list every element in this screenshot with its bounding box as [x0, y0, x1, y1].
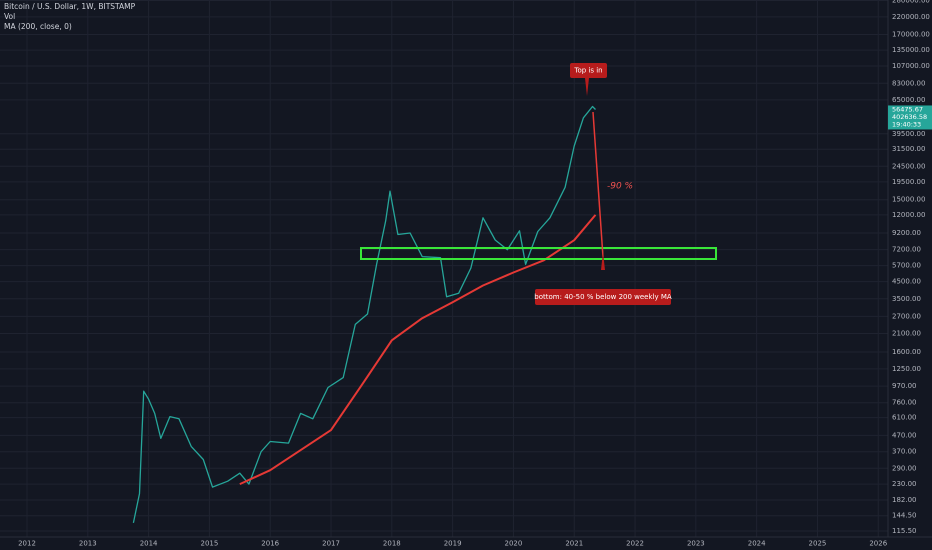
y-tick-label: 5700.00 [892, 262, 921, 270]
y-tick-label: 970.00 [892, 382, 917, 390]
x-tick-label: 2015 [200, 540, 218, 548]
x-tick-label: 2012 [18, 540, 36, 548]
y-tick-label: 1600.00 [892, 348, 921, 356]
annotation: -90 % [607, 182, 633, 192]
y-tick-label: 610.00 [892, 414, 917, 422]
callout-box [570, 63, 607, 78]
price-line [132, 105, 596, 524]
y-tick-label: 65000.00 [892, 96, 925, 104]
y-tick-label: 15000.00 [892, 196, 925, 204]
y-tick-label: 9200.00 [892, 229, 921, 237]
x-tick-label: 2019 [444, 540, 462, 548]
chart-title: Bitcoin / U.S. Dollar, 1W, BITSTAMP [4, 2, 136, 11]
y-tick-label: 31500.00 [892, 145, 925, 153]
y-tick-label: 4500.00 [892, 278, 921, 286]
x-tick-label: 2020 [505, 540, 523, 548]
price-label: 19:40:33 [892, 120, 921, 128]
y-tick-label: 12000.00 [892, 211, 925, 219]
x-tick-label: 2023 [687, 540, 705, 548]
y-tick-label: 19500.00 [892, 178, 925, 186]
annotation: Top is in [573, 67, 602, 75]
y-tick-label: 760.00 [892, 399, 917, 407]
y-tick-label: 135000.00 [892, 46, 930, 54]
y-tick-label: 83000.00 [892, 79, 925, 87]
grid [0, 0, 888, 537]
y-tick-label: 170000.00 [892, 30, 930, 38]
x-tick-label: 2024 [748, 540, 766, 548]
y-tick-label: 2100.00 [892, 330, 921, 338]
callout-box [535, 289, 671, 305]
annotation: bottom: 40-50 % below 200 weekly MA [534, 293, 672, 301]
y-tick-label: 182.00 [892, 496, 917, 504]
y-tick-label: 470.00 [892, 431, 917, 439]
x-tick-label: 2016 [261, 540, 279, 548]
y-tick-label: 280000.00 [892, 0, 930, 4]
y-tick-label: 290.00 [892, 464, 917, 472]
x-tick-label: 2021 [565, 540, 583, 548]
y-tick-label: 3500.00 [892, 295, 921, 303]
y-tick-label: 2700.00 [892, 312, 921, 320]
x-tick-label: 2025 [809, 540, 827, 548]
x-tick-label: 2026 [869, 540, 887, 548]
y-tick-label: 230.00 [892, 480, 917, 488]
price-label: 402636.58 [892, 113, 927, 121]
y-tick-label: 144.50 [892, 512, 917, 520]
y-tick-label: 7200.00 [892, 246, 921, 254]
callout-pointer [601, 252, 605, 270]
y-tick-label: 24500.00 [892, 162, 925, 170]
projection-line [592, 111, 604, 258]
y-tick-label: 115.50 [892, 527, 917, 535]
support-zone [360, 247, 717, 260]
plot [132, 105, 597, 524]
x-tick-label: 2014 [140, 540, 158, 548]
callout-pointer [585, 78, 589, 96]
price-label-box [888, 105, 932, 130]
x-tick-label: 2022 [626, 540, 644, 548]
ma-line [239, 214, 597, 486]
y-tick-label: 220000.00 [892, 13, 930, 21]
price-label: 56475.67 [892, 105, 923, 113]
volume-label: Vol [4, 12, 15, 21]
y-tick-label: 370.00 [892, 448, 917, 456]
x-tick-label: 2017 [322, 540, 340, 548]
x-tick-label: 2018 [383, 540, 401, 548]
y-tick-label: 1250.00 [892, 365, 921, 373]
y-tick-label: 107000.00 [892, 62, 930, 70]
x-tick-label: 2013 [79, 540, 97, 548]
legend-entry: MA (200, close, 0) [4, 22, 72, 31]
y-tick-label: 39500.00 [892, 130, 925, 138]
